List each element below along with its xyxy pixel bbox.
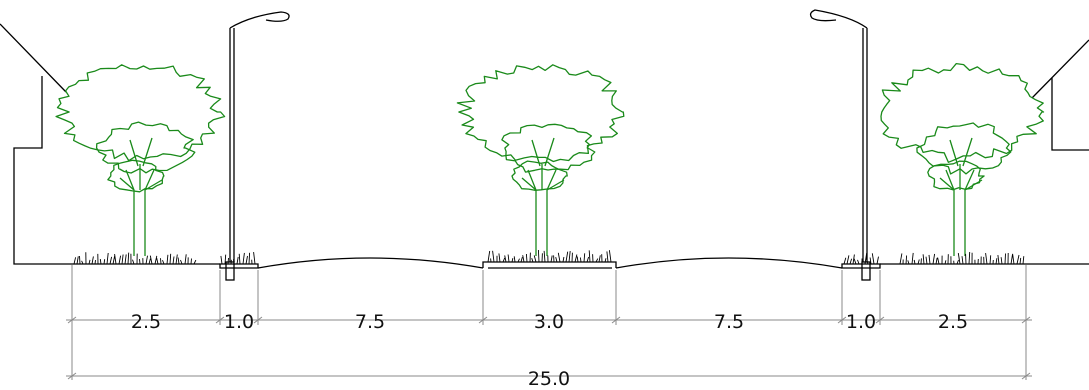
dim-sidewalk-left: 2.5 bbox=[131, 311, 161, 333]
left-building bbox=[0, 23, 72, 265]
dim-planting-strip-right: 1.0 bbox=[846, 311, 876, 333]
right-planting-strip bbox=[841, 263, 881, 269]
median-curb bbox=[482, 261, 617, 269]
ground-profile bbox=[72, 257, 1026, 269]
dim-total-width: 25.0 bbox=[528, 368, 570, 390]
right-carriageway-crown bbox=[615, 257, 843, 269]
grass-tuft bbox=[899, 251, 1025, 265]
grass-tuft bbox=[73, 252, 197, 265]
dimension-lines bbox=[66, 265, 1032, 380]
dim-median: 3.0 bbox=[534, 311, 564, 333]
dimension-labels: 2.5 1.0 7.5 3.0 7.5 1.0 2.5 25.0 bbox=[131, 311, 968, 390]
dim-carriageway-left: 7.5 bbox=[355, 311, 385, 333]
dim-carriageway-right: 7.5 bbox=[714, 311, 744, 333]
grass-tufts bbox=[73, 249, 1025, 265]
left-street-lamp bbox=[225, 11, 290, 281]
tree bbox=[880, 62, 1045, 256]
right-street-lamp bbox=[809, 9, 871, 281]
dim-planting-strip-left: 1.0 bbox=[224, 311, 254, 333]
tree bbox=[456, 64, 625, 256]
dim-sidewalk-right: 2.5 bbox=[938, 311, 968, 333]
grass-tuft bbox=[220, 252, 256, 265]
grass-tuft bbox=[487, 249, 612, 263]
grass-tuft bbox=[843, 252, 879, 265]
left-carriageway-crown bbox=[257, 257, 484, 269]
trees bbox=[55, 62, 1045, 256]
right-building bbox=[1026, 39, 1089, 265]
tree bbox=[55, 64, 226, 256]
